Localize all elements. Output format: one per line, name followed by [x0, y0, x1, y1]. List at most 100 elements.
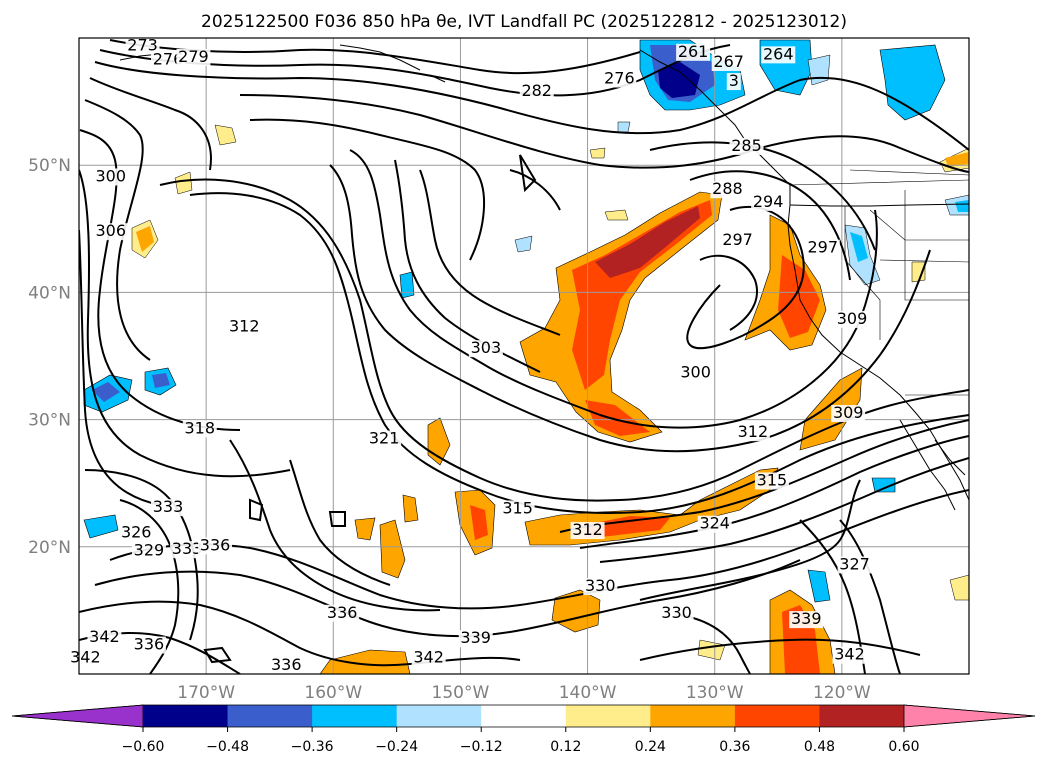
shade-small-warm [131, 124, 969, 661]
contour-label: 342 [89, 627, 120, 646]
contour-line [599, 457, 969, 563]
longitude-labels: 170°W 160°W 150°W 140°W 130°W 120°W [177, 683, 871, 703]
theta-e-contours [79, 39, 969, 674]
contour-line [119, 499, 180, 674]
contour-label-backdrop [131, 542, 166, 560]
contour-label-backdrop [170, 541, 205, 559]
lon-tick-label: 160°W [304, 683, 362, 703]
contour-label: 336 [327, 603, 358, 622]
contour-label: 315 [502, 498, 533, 517]
contour-label: 342 [70, 647, 101, 666]
shade-east-negative [807, 477, 896, 603]
colorbar-segment [481, 705, 567, 727]
contour-label-backdrop [729, 137, 764, 155]
shade-bottom-blob [319, 649, 411, 674]
contour-label: 326 [121, 523, 152, 542]
contour-line [79, 169, 291, 478]
contour-label: 288 [712, 179, 743, 198]
contour-label-backdrop [735, 424, 770, 442]
colorbar-segment [396, 705, 482, 727]
contour-label-backdrop [583, 578, 618, 596]
colorbar [11, 704, 1036, 728]
shade-atmospheric-river-core [519, 191, 723, 443]
contour-line [639, 479, 861, 601]
contour-label: 309 [837, 309, 868, 328]
contour-label: 3 [729, 71, 739, 90]
contour-label-backdrop [87, 628, 122, 646]
contour-label: 336 [200, 535, 231, 554]
shade-ar-core-max [595, 206, 700, 278]
colorbar-segment [650, 705, 736, 727]
colorbar-segment [312, 705, 398, 727]
colorbar-extend-high [903, 704, 1036, 728]
contour-line [579, 435, 969, 549]
contour-label-backdrop [93, 168, 128, 186]
contour-line [84, 99, 486, 361]
contour-label: 297 [722, 230, 753, 249]
contour-label-backdrop [761, 46, 796, 64]
contour-line [679, 614, 751, 674]
shade-central-blobs-inner [470, 505, 488, 540]
colorbar-tick-label: 0.48 [804, 739, 835, 755]
contour-label: 330 [585, 576, 616, 595]
contour-label-backdrop [325, 604, 360, 622]
contour-label: 321 [369, 428, 400, 447]
border-states [789, 169, 969, 396]
contour-label: 342 [834, 645, 865, 664]
contour-label-backdrop [198, 537, 233, 555]
contour-label-backdrop [411, 649, 446, 667]
shade-canada-light [514, 54, 969, 286]
contour-line [699, 254, 758, 331]
contour-label-backdrop [754, 472, 789, 490]
contour-label: 330 [661, 603, 692, 622]
contour-label-backdrop [125, 37, 160, 55]
contour-line [289, 459, 391, 586]
contour-label-backdrop [182, 420, 217, 438]
colorbar-segment [565, 705, 651, 727]
colorbar-tick-label: −0.48 [206, 739, 249, 755]
contour-label: 327 [839, 554, 870, 573]
border-us-canada [789, 203, 969, 207]
shade-canada-mid [850, 200, 969, 262]
contour-label: 306 [96, 221, 127, 240]
contour-label-backdrop [468, 340, 503, 358]
contour-line [229, 439, 441, 612]
contour-label: 336 [134, 635, 165, 654]
contour-label-backdrop [602, 70, 637, 88]
contour-line [419, 169, 561, 336]
contour-label-backdrop [458, 630, 493, 648]
contour-label-backdrop [789, 611, 824, 629]
contour-label-backdrop [710, 181, 745, 199]
contour-label-backdrop [269, 656, 304, 674]
colorbar-segment [734, 705, 820, 727]
colorbar-tick-label: −0.12 [460, 739, 503, 755]
contour-label: 303 [471, 338, 502, 357]
shade-ar-core-inner [572, 200, 712, 390]
contour-label-backdrop [119, 524, 154, 542]
colorbar-tick-labels: −0.60 −0.48 −0.36 −0.24 −0.12 0.12 0.24 0.36 0.4… [122, 727, 920, 755]
shade-alaska-negative-max [658, 62, 700, 98]
contour-line [839, 519, 901, 674]
contour-label: 324 [699, 514, 730, 533]
map-frame [78, 37, 970, 675]
contour-line [509, 154, 561, 211]
contour-label: 294 [753, 192, 784, 211]
colorbar-extend-low [11, 704, 144, 728]
colorbar-tick-label: −0.36 [291, 739, 334, 755]
contour-label: 276 [604, 69, 635, 88]
contour-label-backdrop [697, 515, 732, 533]
contour-label-backdrop [367, 430, 402, 448]
contour-label: 279 [178, 47, 209, 66]
colorbar-segment [143, 705, 229, 727]
contour-label-backdrop [500, 500, 535, 518]
contour-label-backdrop [227, 318, 262, 336]
contour-line [649, 141, 876, 251]
contour-label-backdrop [837, 556, 872, 574]
contour-label: 336 [271, 655, 302, 674]
contour-line [349, 149, 878, 429]
contour-label: 342 [413, 647, 444, 666]
contour-label: 297 [808, 238, 839, 257]
contour-line [84, 469, 199, 641]
contour-line [94, 61, 969, 151]
